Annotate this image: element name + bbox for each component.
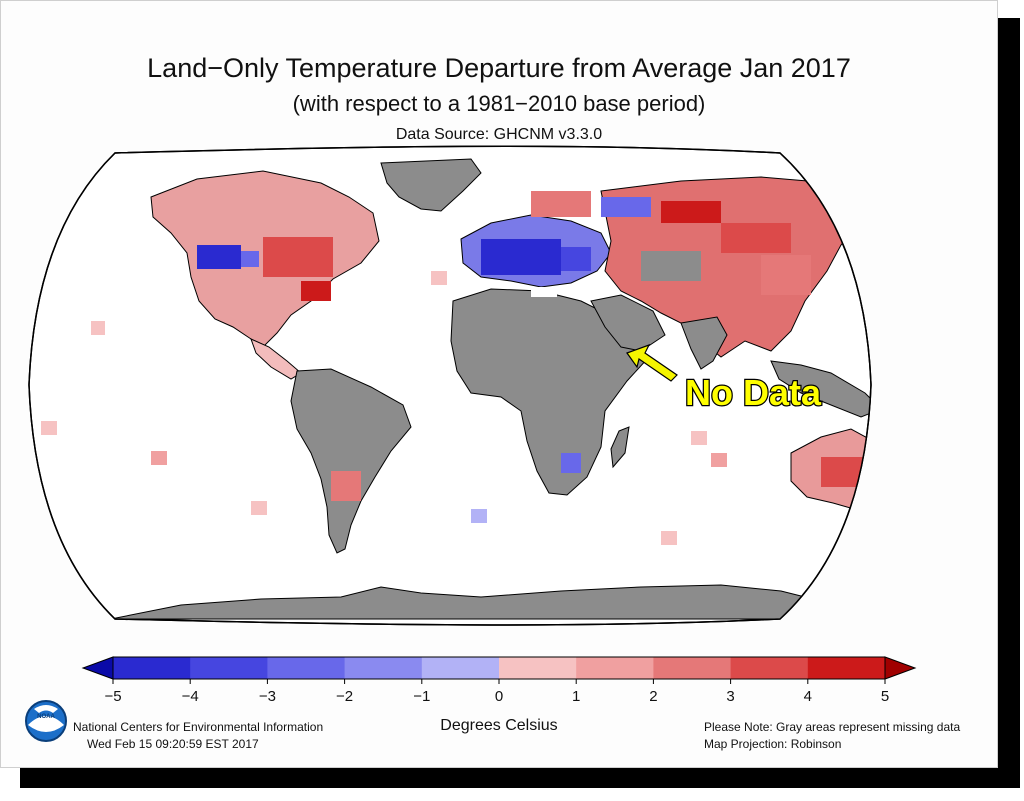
colorbar-segment — [460, 657, 500, 679]
org-name: National Centers for Environmental Infor… — [73, 720, 324, 734]
map-svg: No Data −5 −4 −3 −2 −1 0 1 2 3 4 5 NOAA — [25, 145, 919, 742]
madagascar — [610, 426, 630, 469]
colorbar-segment — [151, 657, 191, 679]
colorbar-segment — [653, 657, 693, 679]
colorbar-segment — [421, 657, 461, 679]
colorbar-segment — [344, 657, 384, 679]
map-title: Land−Only Temperature Departure from Ave… — [147, 53, 851, 83]
africa — [450, 288, 650, 496]
map-panel: Land−Only Temperature Departure from Ave… — [0, 0, 998, 768]
colorbar-segment — [306, 657, 346, 679]
colorbar-low-arrow — [81, 656, 114, 680]
colorbar-unit-label: Degrees Celsius — [440, 717, 558, 734]
colorbar-segment — [807, 657, 847, 679]
projection-note: Map Projection: Robinson — [704, 737, 842, 751]
colorbar-segment — [267, 657, 307, 679]
colorbar-segment — [228, 657, 268, 679]
arabia — [590, 294, 666, 352]
no-data-arrow — [626, 343, 678, 382]
timestamp: Wed Feb 15 09:20:59 EST 2017 — [87, 737, 259, 751]
missing-data-note: Please Note: Gray areas represent missin… — [704, 720, 961, 734]
greenland — [380, 158, 482, 212]
colorbar-segment — [113, 657, 153, 679]
colorbar-tick-label: −5 — [104, 688, 121, 705]
no-data-label: No Data — [685, 372, 822, 413]
colorbar-segment — [190, 657, 230, 679]
colorbar-tick-label: 2 — [649, 688, 657, 705]
new-zealand — [901, 501, 919, 529]
colorbar-segment — [614, 657, 654, 679]
colorbar-segment — [537, 657, 577, 679]
colorbar: −5 −4 −3 −2 −1 0 1 2 3 4 5 — [81, 656, 917, 705]
colorbar-high-arrow — [884, 656, 917, 680]
anomaly-cells — [41, 191, 871, 555]
colorbar-segment — [499, 657, 539, 679]
colorbar-tick-label: 3 — [726, 688, 734, 705]
data-source: Data Source: GHCNM v3.3.0 — [395, 126, 603, 143]
colorbar-tick-label: −1 — [413, 688, 430, 705]
footer-right: Please Note: Gray areas represent missin… — [704, 719, 960, 753]
footer-left: National Centers for Environmental Infor… — [73, 719, 323, 753]
globe-border — [28, 145, 872, 626]
colorbar-tick-label: 4 — [804, 688, 812, 705]
noaa-logo-text: NOAA — [37, 714, 55, 720]
colorbar-segment — [769, 657, 809, 679]
colorbar-segment — [383, 657, 423, 679]
map-subtitle: (with respect to a 1981−2010 base period… — [292, 91, 706, 116]
colorbar-tick-label: 0 — [495, 688, 503, 705]
colorbar-segment — [692, 657, 732, 679]
colorbar-tick-label: −3 — [259, 688, 276, 705]
colorbar-segment — [576, 657, 616, 679]
colorbar-tick-label: −2 — [336, 688, 353, 705]
colorbar-segment — [730, 657, 770, 679]
colorbar-tick-label: 1 — [572, 688, 580, 705]
noaa-logo: NOAA — [25, 700, 67, 742]
south-america — [290, 368, 412, 554]
land-masses — [41, 158, 919, 620]
southeast-asia-islands — [770, 360, 871, 418]
colorbar-tick-label: 5 — [881, 688, 889, 705]
colorbar-segment — [846, 657, 886, 679]
colorbar-tick-label: −4 — [182, 688, 199, 705]
missing-strip — [531, 287, 557, 297]
india — [680, 316, 728, 370]
